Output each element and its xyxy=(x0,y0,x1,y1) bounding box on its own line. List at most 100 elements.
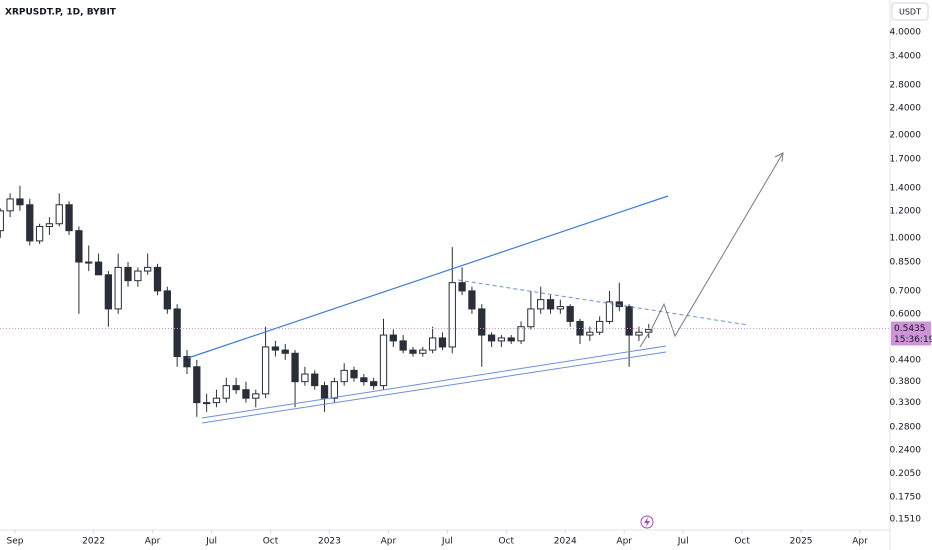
currency-label: USDT xyxy=(899,8,921,17)
y-tick-label: 2.0000 xyxy=(890,130,922,140)
y-tick-label: 1.2000 xyxy=(890,206,922,216)
candle-body xyxy=(311,373,319,387)
candle-body xyxy=(0,210,4,232)
x-tick-label: Jul xyxy=(205,537,217,547)
candle-body xyxy=(153,266,162,292)
candle-body xyxy=(360,377,368,383)
drawings xyxy=(187,152,784,424)
candle-body xyxy=(6,198,14,212)
candle-body xyxy=(104,274,113,310)
candle-body xyxy=(478,308,486,336)
candle-body xyxy=(389,334,397,342)
x-tick-label: 2025 xyxy=(790,537,813,547)
candle-body xyxy=(625,306,633,336)
countdown-label: 15:36:19 xyxy=(894,335,932,345)
x-tick-label: Jul xyxy=(441,537,453,547)
candle-body xyxy=(409,349,417,354)
last-price-label: 0.5435 xyxy=(894,324,926,334)
y-tick-label: 0.4400 xyxy=(890,355,922,365)
candle-body xyxy=(281,349,289,354)
y-tick-label: 0.6000 xyxy=(890,309,922,319)
y-tick-label: 1.0000 xyxy=(890,233,922,243)
candle-body xyxy=(487,334,496,342)
x-tick-label: Oct xyxy=(263,537,279,547)
candle-body xyxy=(45,223,54,227)
x-tick-label: Apr xyxy=(616,537,632,547)
y-tick-label: 3.4000 xyxy=(890,52,922,62)
candle-body xyxy=(144,266,152,272)
candle-body xyxy=(507,337,515,342)
y-tick-label: 0.2050 xyxy=(890,469,922,479)
y-tick-label: 2.4000 xyxy=(890,103,922,113)
lower-trend-line[interactable] xyxy=(201,351,667,424)
candle-body xyxy=(537,299,545,310)
candle-body xyxy=(232,385,240,391)
candle-body xyxy=(379,334,388,387)
candle-body xyxy=(605,301,614,322)
candle-body xyxy=(193,366,201,404)
candle-body xyxy=(163,290,171,310)
candle-body xyxy=(173,308,181,358)
projection-arrowhead xyxy=(774,152,784,163)
candle-body xyxy=(75,230,83,263)
candle-body xyxy=(85,261,93,264)
x-tick-label: 2023 xyxy=(318,537,341,547)
candle-body xyxy=(261,346,270,395)
candle-body xyxy=(546,299,555,310)
candle-body xyxy=(596,320,604,333)
candle-body xyxy=(252,393,260,399)
y-tick-label: 2.8000 xyxy=(890,80,922,90)
x-tick-label: Jul xyxy=(677,537,689,547)
candle-body xyxy=(291,352,299,383)
candle-body xyxy=(370,381,378,387)
y-tick-label: 0.2400 xyxy=(890,445,922,455)
x-tick-label: Apr xyxy=(145,537,161,547)
currency-box[interactable] xyxy=(891,2,929,21)
icon-bolt xyxy=(644,517,650,527)
candle-body xyxy=(438,337,447,348)
projection-path[interactable] xyxy=(639,152,784,348)
y-tick-label: 4.0000 xyxy=(890,27,922,37)
y-tick-label: 0.2800 xyxy=(890,423,922,433)
candle-body xyxy=(16,198,24,206)
lower-trend-line[interactable] xyxy=(201,345,667,419)
candle-body xyxy=(212,397,221,404)
y-tick-label: 0.1750 xyxy=(890,492,922,502)
candles xyxy=(0,185,653,417)
x-tick-label: Apr xyxy=(381,537,397,547)
candle-body xyxy=(566,306,574,322)
y-tick-label: 0.7000 xyxy=(890,286,922,296)
candle-body xyxy=(330,381,339,399)
candle-body xyxy=(55,204,63,225)
candle-body xyxy=(497,337,506,342)
candle-body xyxy=(428,337,437,351)
lightning-icon[interactable] xyxy=(640,515,654,529)
candle-body xyxy=(301,373,309,383)
x-tick-label: Apr xyxy=(852,537,868,547)
y-tick-label: 0.1510 xyxy=(890,514,922,524)
y-tick-label: 1.7000 xyxy=(890,155,922,165)
candle-body xyxy=(35,225,44,242)
chart-title: XRPUSDT.P, 1D, BYBIT xyxy=(5,8,117,18)
candle-body xyxy=(134,270,142,282)
upper-trend-line[interactable] xyxy=(187,195,669,359)
x-tick-label: 2022 xyxy=(82,537,105,547)
y-tick-label: 0.3800 xyxy=(890,377,922,387)
candle-body xyxy=(271,346,280,351)
candle-body xyxy=(320,385,329,399)
candle-body xyxy=(222,385,230,399)
candle-body xyxy=(586,331,594,336)
candle-body xyxy=(26,204,34,242)
candle-body xyxy=(556,306,564,310)
candle-body xyxy=(635,331,643,336)
y-tick-label: 0.8500 xyxy=(890,258,922,268)
candle-body xyxy=(615,301,623,308)
candle-body xyxy=(527,308,535,328)
last-price-box xyxy=(891,321,931,346)
candle-body xyxy=(448,282,456,348)
candle-body xyxy=(468,290,476,310)
x-tick-label: Oct xyxy=(499,537,515,547)
x-tick-label: 2024 xyxy=(554,537,577,547)
candle-body xyxy=(183,356,191,368)
